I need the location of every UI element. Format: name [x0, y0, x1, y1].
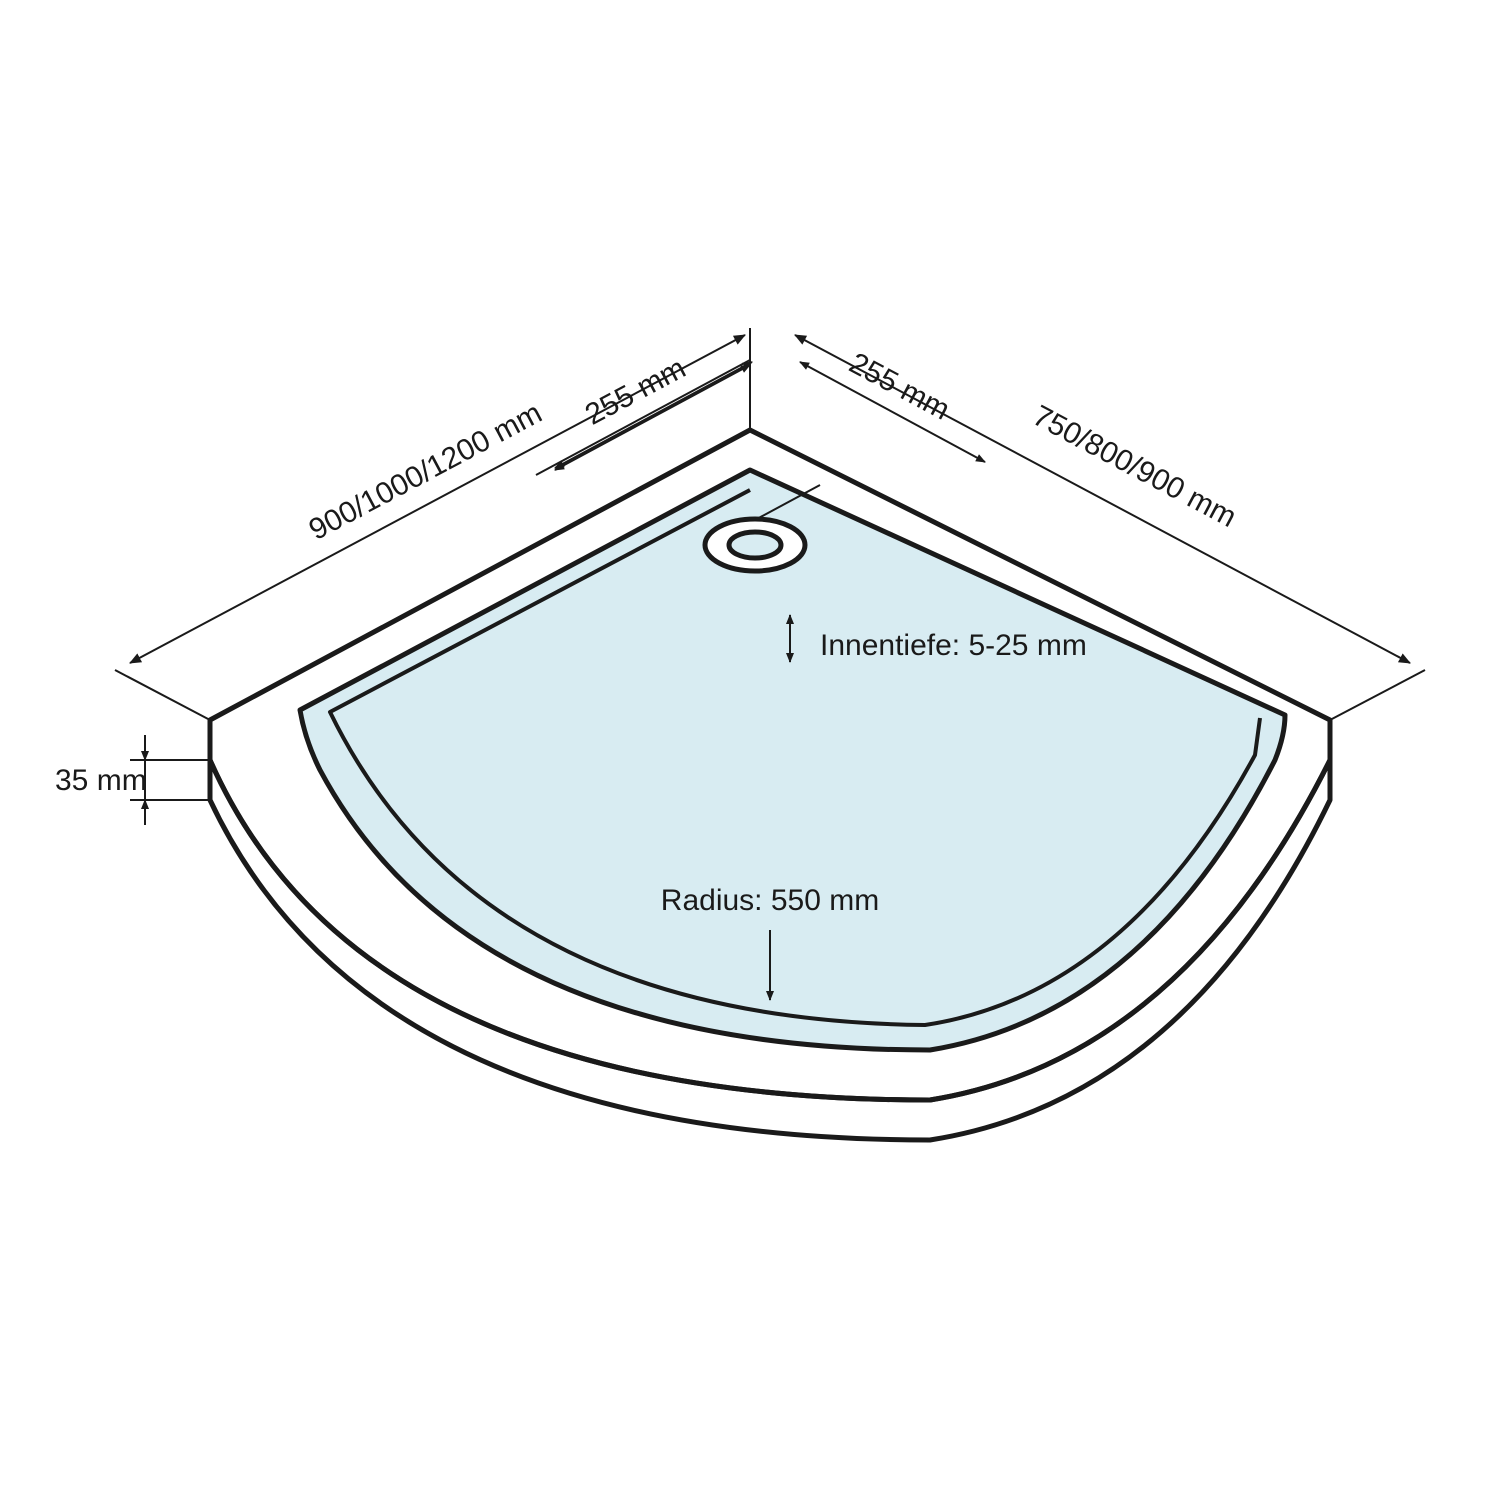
shower-tray-diagram: 900/1000/1200 mm 750/800/900 mm 255 mm [0, 0, 1500, 1500]
dim-width-long-label: 900/1000/1200 mm [304, 396, 548, 547]
dim-width-short-label: 750/800/900 mm [1027, 399, 1241, 534]
dim-drain-right-label: 255 mm [844, 347, 955, 427]
dim-inner-depth-label: Innentiefe: 5-25 mm [820, 629, 1087, 662]
dim-height: 35 mm [55, 735, 210, 825]
dim-radius-label: Radius: 550 mm [661, 884, 879, 917]
dim-drain-left-label: 255 mm [580, 352, 691, 432]
drain [705, 519, 805, 571]
dim-height-label: 35 mm [55, 764, 147, 797]
